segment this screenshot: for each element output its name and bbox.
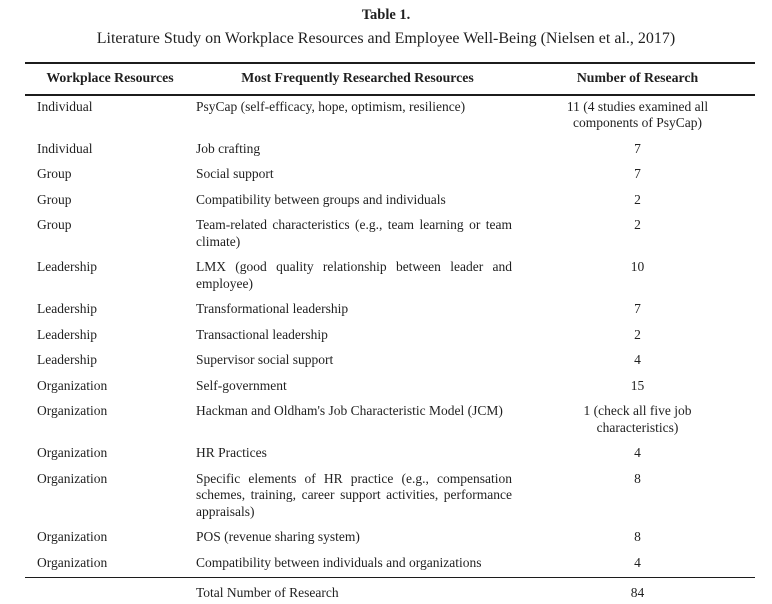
count-cell: 8 bbox=[634, 529, 641, 544]
table-row: Organization POS (revenue sharing system… bbox=[25, 526, 755, 552]
category-cell: Group bbox=[37, 217, 72, 232]
count-cell: 8 bbox=[634, 470, 641, 486]
category-cell: Leadership bbox=[37, 352, 97, 367]
count-cell: 2 bbox=[634, 191, 641, 207]
count-cell: 15 bbox=[630, 377, 645, 393]
count-cell: 4 bbox=[634, 554, 641, 570]
count-cell: 7 bbox=[634, 301, 641, 316]
column-header-most-frequently-researched: Most Frequently Researched Resources bbox=[241, 70, 474, 85]
category-cell: Organization bbox=[37, 445, 108, 460]
table-row: Organization Hackman and Oldham's Job Ch… bbox=[25, 400, 755, 442]
count-cell: 2 bbox=[634, 217, 641, 232]
resource-cell: POS (revenue sharing system) bbox=[196, 529, 360, 544]
count-cell: 4 bbox=[634, 352, 641, 367]
table-row: Organization Specific elements of HR pra… bbox=[25, 468, 755, 527]
resource-cell: HR Practices bbox=[196, 445, 267, 460]
category-cell: Group bbox=[37, 191, 72, 207]
table-number-title: Table 1. bbox=[361, 7, 411, 23]
resource-cell: PsyCap (self-efficacy, hope, optimism, r… bbox=[196, 98, 466, 114]
resource-cell: Social support bbox=[196, 166, 274, 181]
resource-cell: Job crafting bbox=[196, 140, 261, 156]
table-row: Leadership LMX (good quality relationshi… bbox=[25, 256, 755, 298]
resource-cell: Transactional leadership bbox=[196, 326, 328, 342]
table-header: Workplace Resources Most Frequently Rese… bbox=[25, 63, 755, 95]
table-row: Group Team-related characteristics (e.g.… bbox=[25, 214, 755, 256]
resource-cell: Hackman and Oldham's Job Characteristic … bbox=[196, 403, 503, 418]
resource-cell: Specific elements of HR practice (e.g., … bbox=[196, 470, 512, 519]
count-cell: 1 (check all five job characteristics) bbox=[583, 403, 692, 435]
total-row: Total Number of Research 84 bbox=[25, 577, 755, 604]
resource-cell: LMX (good quality relationship between l… bbox=[196, 259, 512, 291]
table-row: Organization HR Practices 4 bbox=[25, 442, 755, 468]
category-cell: Individual bbox=[37, 98, 93, 114]
category-cell: Leadership bbox=[37, 301, 97, 316]
count-cell: 10 bbox=[630, 259, 645, 274]
category-cell: Organization bbox=[37, 470, 108, 486]
table-row: Group Compatibility between groups and i… bbox=[25, 189, 755, 215]
count-cell: 7 bbox=[634, 140, 641, 156]
resource-cell: Team-related characteristics (e.g., team… bbox=[196, 217, 512, 249]
table-row: Organization Self-government 15 bbox=[25, 375, 755, 401]
count-cell: 4 bbox=[634, 445, 641, 460]
count-cell: 2 bbox=[634, 326, 641, 342]
table-caption: Literature Study on Workplace Resources … bbox=[96, 30, 676, 47]
header-row: Workplace Resources Most Frequently Rese… bbox=[25, 63, 755, 95]
table-row: Group Social support 7 bbox=[25, 163, 755, 189]
resource-cell: Self-government bbox=[196, 377, 287, 393]
column-header-number-of-research: Number of Research bbox=[576, 70, 699, 85]
resource-cell: Supervisor social support bbox=[196, 352, 334, 367]
category-cell: Organization bbox=[37, 403, 108, 418]
total-value: 84 bbox=[630, 585, 645, 600]
category-cell: Individual bbox=[37, 140, 93, 156]
category-cell: Organization bbox=[37, 529, 108, 544]
category-cell: Organization bbox=[37, 554, 108, 570]
category-cell: Group bbox=[37, 166, 72, 181]
table-body: Individual PsyCap (self-efficacy, hope, … bbox=[25, 95, 755, 604]
resource-cell: Transformational leadership bbox=[196, 301, 349, 316]
column-header-workplace-resources: Workplace Resources bbox=[46, 70, 174, 85]
table-row: Leadership Transactional leadership 2 bbox=[25, 324, 755, 350]
resource-cell: Compatibility between groups and individ… bbox=[196, 191, 446, 207]
category-cell: Leadership bbox=[37, 326, 97, 342]
resource-cell: Compatibility between individuals and or… bbox=[196, 554, 482, 570]
table-row: Organization Compatibility between indiv… bbox=[25, 552, 755, 578]
category-cell: Organization bbox=[37, 377, 108, 393]
total-empty-cell bbox=[25, 578, 195, 604]
table-row: Leadership Supervisor social support 4 bbox=[25, 349, 755, 375]
count-cell: 7 bbox=[634, 166, 641, 181]
total-label: Total Number of Research bbox=[196, 585, 339, 600]
literature-study-table: Workplace Resources Most Frequently Rese… bbox=[25, 62, 755, 604]
table-row: Individual Job crafting 7 bbox=[25, 138, 755, 164]
category-cell: Leadership bbox=[37, 259, 97, 274]
count-cell: 11 (4 studies examined all components of… bbox=[566, 98, 709, 131]
table-row: Individual PsyCap (self-efficacy, hope, … bbox=[25, 95, 755, 138]
table-row: Leadership Transformational leadership 7 bbox=[25, 298, 755, 324]
